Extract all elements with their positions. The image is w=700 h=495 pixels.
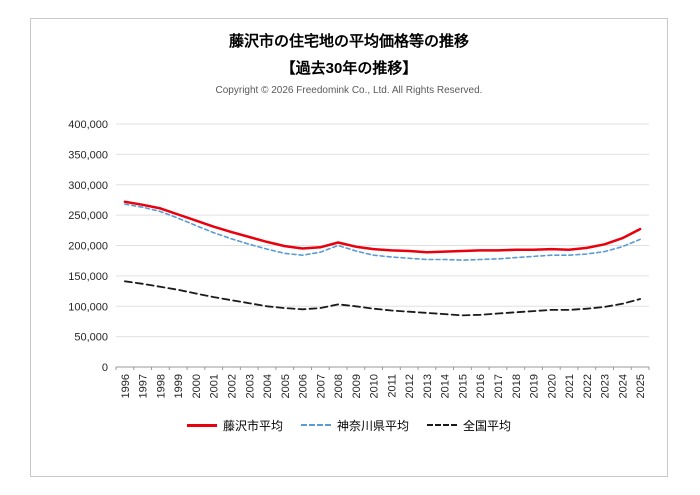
legend-label-national: 全国平均	[463, 418, 512, 433]
x-axis-tick-label: 1998	[155, 374, 167, 398]
x-axis-tick-label: 2019	[529, 374, 541, 398]
y-axis-tick-label: 150,000	[68, 270, 108, 282]
chart-title: 藤沢市の住宅地の平均価格等の推移	[228, 33, 469, 50]
x-axis-tick-label: 2016	[475, 374, 487, 398]
series-line-1	[124, 202, 641, 261]
x-axis-tick-label: 2017	[493, 374, 505, 398]
legend-line-sample-national	[427, 424, 457, 426]
x-axis-tick-label: 2005	[280, 374, 292, 398]
x-axis-tick-label: 2007	[315, 374, 327, 398]
legend-line-sample-fujisawa	[186, 423, 217, 427]
x-axis-tick-label: 2009	[351, 374, 363, 398]
series-line-2	[124, 279, 641, 316]
y-axis-tick-label: 250,000	[68, 210, 108, 222]
series-line-0	[123, 200, 642, 253]
y-axis-tick-label: 100,000	[68, 301, 108, 313]
y-axis-tick-label: 350,000	[68, 149, 108, 161]
plot-svg: 0 50,000 100,000 150,000 200,000 250,000 300,0…	[68, 119, 650, 398]
x-axis-tick-label: 1996	[120, 374, 132, 398]
legend-label-fujisawa: 藤沢市平均	[222, 418, 283, 433]
x-axis-tick-label: 2014	[440, 374, 452, 398]
legend-item-fujisawa: 藤沢市平均	[186, 417, 283, 434]
x-axis-tick-label: 2000	[191, 374, 203, 398]
x-axis-tick-label: 2020	[546, 374, 558, 398]
copyright-text: Copyright © 2026 Freedomink Co., Ltd. Al…	[215, 84, 483, 96]
x-axis-tick-label: 2004	[262, 374, 274, 398]
x-axis-tick-label: 2023	[600, 374, 612, 398]
x-axis-tick-label: 2022	[582, 374, 594, 398]
x-axis-tick-label: 2001	[209, 374, 221, 398]
x-axis-tick-label: 2002	[226, 374, 238, 398]
x-axis-tick-label: 2011	[386, 374, 398, 398]
x-axis-tick-label: 1997	[138, 374, 150, 398]
x-axis-tick-label: 2010	[369, 374, 381, 398]
legend-item-national: 全国平均	[427, 417, 511, 434]
x-axis-tick-label: 2012	[404, 374, 416, 398]
legend-label-kanagawa: 神奈川県平均	[336, 418, 409, 433]
x-axis-tick-label: 2021	[564, 374, 576, 398]
x-axis-tick-label: 2018	[511, 374, 523, 398]
y-axis-tick-label: 0	[102, 362, 108, 374]
x-axis-tick-label: 1999	[173, 374, 185, 398]
legend: 藤沢市平均 神奈川県平均 全国平均	[186, 417, 511, 434]
x-axis-tick-label: 2003	[244, 374, 256, 398]
chart-subtitle: 【過去30年の推移】	[280, 59, 418, 77]
x-axis-tick-label: 2008	[333, 374, 345, 398]
x-axis-tick-label: 2013	[422, 374, 434, 398]
x-axis-tick-label: 2025	[635, 374, 647, 398]
y-axis-tick-label: 200,000	[68, 240, 108, 252]
legend-item-kanagawa: 神奈川県平均	[300, 417, 409, 434]
y-axis-tick-label: 300,000	[68, 179, 108, 191]
chart-frame: 藤沢市の住宅地の平均価格等の推移 【過去30年の推移】 Copyright © …	[30, 18, 668, 477]
x-axis-tick-label: 2024	[617, 374, 629, 398]
legend-line-sample-kanagawa	[300, 424, 331, 426]
x-axis-tick-label: 2015	[457, 374, 469, 398]
x-axis-tick-label: 2006	[298, 374, 310, 398]
y-axis-tick-label: 50,000	[74, 331, 108, 343]
y-axis-tick-label: 400,000	[68, 119, 108, 131]
